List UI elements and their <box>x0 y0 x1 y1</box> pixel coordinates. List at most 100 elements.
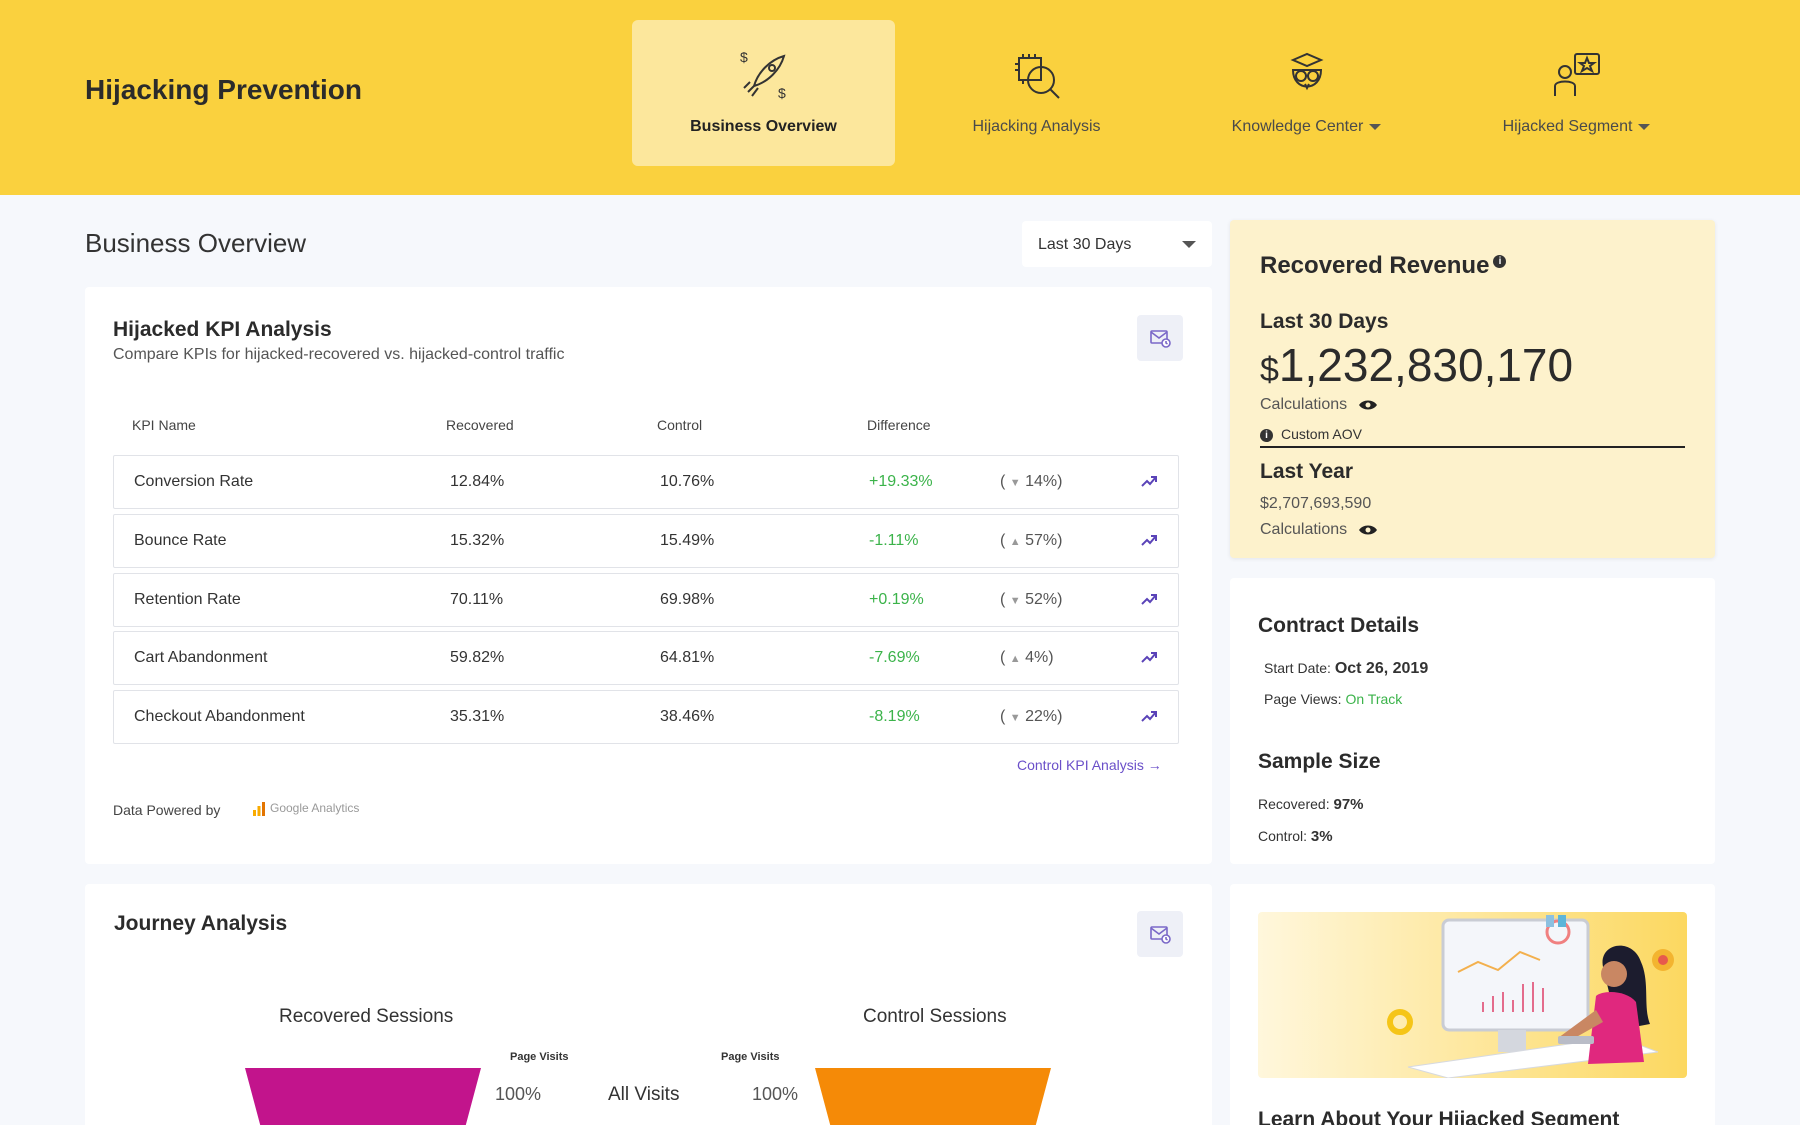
tab-hijacking-analysis[interactable]: Hijacking Analysis <box>905 20 1168 166</box>
analytics-bars-icon <box>253 801 265 816</box>
contract-details-card: Contract Details Start Date: Oct 26, 201… <box>1230 578 1715 864</box>
table-row[interactable]: Cart Abandonment 59.82% 64.81% -7.69% ( … <box>113 631 1179 685</box>
column-header-difference: Difference <box>867 417 931 433</box>
date-range-select[interactable]: Last 30 Days <box>1022 221 1212 267</box>
control-sessions-title: Control Sessions <box>863 1006 1007 1027</box>
table-row[interactable]: Conversion Rate 12.84% 10.76% +19.33% ( … <box>113 455 1179 509</box>
recovered-percent: 100% <box>495 1084 542 1104</box>
all-visits-label: All Visits <box>608 1084 680 1105</box>
journey-analysis-card: Journey Analysis Recovered Sessions Cont… <box>85 884 1212 1125</box>
sample-size-title: Sample Size <box>1258 750 1381 773</box>
powered-by-label: Data Powered by <box>113 802 221 818</box>
tab-label: Hijacking Analysis <box>972 118 1101 135</box>
chevron-down-icon <box>1638 123 1651 130</box>
kpi-name: Conversion Rate <box>134 473 254 490</box>
date-range-value: Last 30 Days <box>1038 236 1132 253</box>
tab-hijacked-segment[interactable]: Hijacked Segment <box>1445 20 1708 166</box>
difference-value: -8.19% <box>869 708 920 725</box>
table-row[interactable]: Checkout Abandonment 35.31% 38.46% -8.19… <box>113 690 1179 744</box>
tab-knowledge-center[interactable]: Knowledge Center <box>1175 20 1438 166</box>
tab-business-overview[interactable]: $ $ Business Overview <box>632 20 895 166</box>
table-row[interactable]: Retention Rate 70.11% 69.98% +0.19% ( ▼ … <box>113 573 1179 627</box>
learn-title: Learn About Your Hijacked Segment <box>1258 1108 1620 1125</box>
control-value: 64.81% <box>660 649 715 666</box>
recovered-revenue-card: Recovered Revenue i Last 30 Days $1,232,8… <box>1230 220 1715 558</box>
svg-text:$: $ <box>778 85 786 101</box>
column-header-kpi-name: KPI Name <box>132 417 196 433</box>
page-title: Business Overview <box>85 228 307 258</box>
change-value: ( ▲ 4%) <box>1000 649 1054 666</box>
trend-up-icon[interactable] <box>1140 533 1158 547</box>
start-date: Start Date: Oct 26, 2019 <box>1264 660 1429 677</box>
trend-up-icon[interactable] <box>1140 592 1158 606</box>
user-star-icon <box>1553 53 1600 96</box>
arrow-right-icon: → <box>1147 757 1162 773</box>
control-kpi-analysis-link[interactable]: Control KPI Analysis → <box>1017 757 1162 773</box>
difference-value: +0.19% <box>869 591 924 608</box>
control-funnel-bar[interactable] <box>815 1068 1055 1125</box>
change-value: ( ▼ 22%) <box>1000 708 1063 725</box>
last-year-amount: $2,707,693,590 <box>1260 495 1372 512</box>
recovered-value: 35.31% <box>450 708 505 725</box>
kpi-card <box>85 287 1212 864</box>
mail-icon <box>1150 330 1171 348</box>
control-percent: 100% <box>752 1084 799 1104</box>
google-analytics-logo: Google Analytics <box>252 801 359 816</box>
difference-value: -7.69% <box>869 649 920 666</box>
trend-up-icon[interactable] <box>1140 650 1158 664</box>
control-value: 10.76% <box>660 473 715 490</box>
contract-title: Contract Details <box>1258 614 1420 637</box>
calculations-toggle[interactable]: Calculations <box>1260 396 1378 414</box>
email-report-button[interactable] <box>1137 911 1183 957</box>
triangle-up-icon: ▲ <box>1009 536 1021 548</box>
change-value: ( ▼ 52%) <box>1000 591 1063 608</box>
info-icon[interactable]: i <box>1493 255 1507 268</box>
kpi-name: Cart Abandonment <box>134 649 268 666</box>
kpi-title: Hijacked KPI Analysis <box>113 318 332 341</box>
recovered-value: 59.82% <box>450 649 505 666</box>
table-row[interactable]: Bounce Rate 15.32% 15.49% -1.11% ( ▲ 57%… <box>113 514 1179 568</box>
top-header: Hijacking Prevention $ $ Business Overvi… <box>0 0 1800 195</box>
page-visits-label: Page Visits <box>510 1051 569 1063</box>
page-visits-label: Page Visits <box>721 1051 780 1063</box>
control-value: 69.98% <box>660 591 715 608</box>
owl-icon <box>1289 52 1324 91</box>
info-icon: i <box>1260 428 1273 442</box>
kpi-name: Checkout Abandonment <box>134 708 305 725</box>
revenue-period-label: Last 30 Days <box>1260 310 1389 333</box>
calculations-toggle[interactable]: Calculations <box>1260 521 1378 539</box>
rocket-icon: $ $ <box>740 49 786 101</box>
tab-label: Knowledge Center <box>1175 118 1438 136</box>
mail-icon <box>1150 926 1171 944</box>
learn-segment-card[interactable]: Learn About Your Hijacked Segment <box>1230 884 1715 1125</box>
eye-icon <box>1358 400 1377 410</box>
control-value: 15.49% <box>660 532 715 549</box>
kpi-name: Bounce Rate <box>134 532 227 549</box>
revenue-title: Recovered Revenue i <box>1260 252 1507 280</box>
svg-text:$: $ <box>740 49 748 65</box>
app-title: Hijacking Prevention <box>85 74 362 105</box>
recovered-value: 15.32% <box>450 532 505 549</box>
column-header-control: Control <box>657 417 703 433</box>
custom-aov[interactable]: i Custom AOV <box>1260 426 1362 442</box>
journey-title: Journey Analysis <box>114 912 288 935</box>
column-header-recovered: Recovered <box>446 417 514 433</box>
triangle-up-icon: ▲ <box>1009 653 1021 665</box>
recovered-value: 70.11% <box>450 591 504 608</box>
triangle-down-icon: ▼ <box>1009 477 1021 489</box>
kpi-subtitle: Compare KPIs for hijacked-recovered vs. … <box>113 346 565 363</box>
kpi-name: Retention Rate <box>134 591 241 608</box>
last-year-label: Last Year <box>1260 460 1354 483</box>
trend-up-icon[interactable] <box>1140 709 1158 723</box>
recovered-value: 12.84% <box>450 473 505 490</box>
recovered-funnel-bar[interactable] <box>245 1068 485 1125</box>
change-value: ( ▲ 57%) <box>1000 532 1063 549</box>
chip-search-icon <box>1014 54 1060 99</box>
eye-icon <box>1358 525 1377 535</box>
triangle-down-icon: ▼ <box>1009 595 1021 607</box>
difference-value: +19.33% <box>869 473 933 490</box>
triangle-down-icon: ▼ <box>1009 712 1021 724</box>
email-report-button[interactable] <box>1137 315 1183 361</box>
chevron-down-icon <box>1182 241 1196 248</box>
trend-up-icon[interactable] <box>1140 474 1158 488</box>
